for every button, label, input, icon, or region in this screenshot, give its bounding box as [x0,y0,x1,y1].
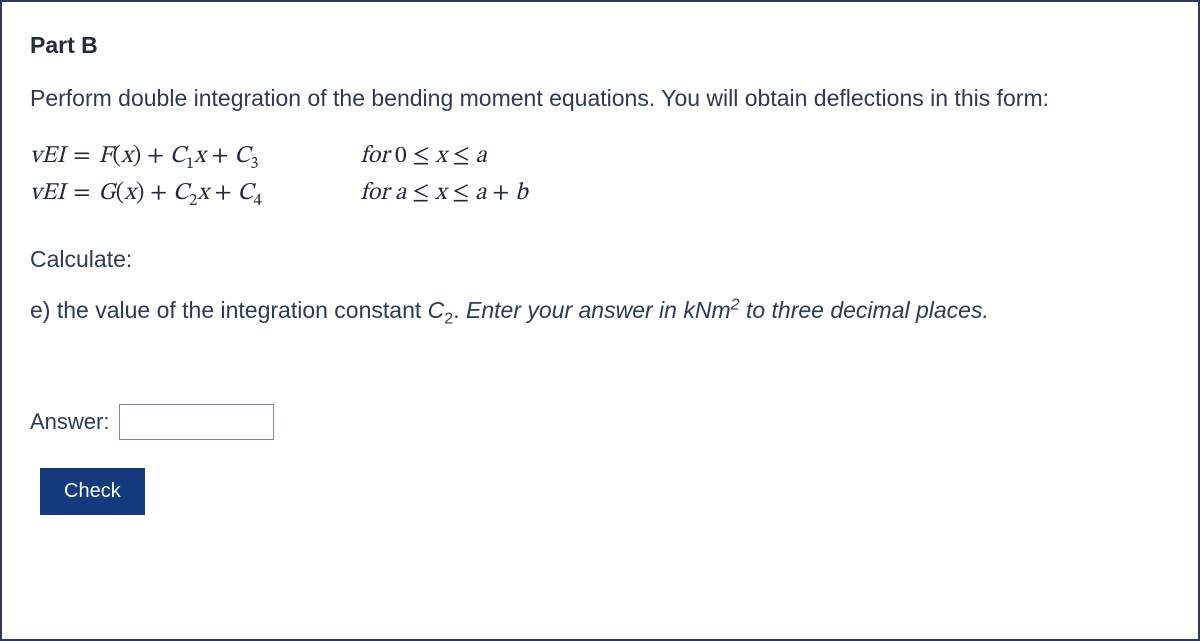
eq2-condition: for a ≤ x ≤ a + b [360,175,527,212]
question-hint-sup: 2 [731,296,740,314]
question-var-sub: 2 [444,310,453,328]
eq2-C4: C [237,181,253,205]
eq2-xcond: x [435,181,447,205]
equation-block: vEI = F(x) + C1x + C3 for 0 ≤ x ≤ a vEI … [30,138,1170,212]
part-title: Part B [30,32,1170,59]
eq1-C3-sub: 3 [250,155,258,172]
eq1-zero: 0 [395,144,407,168]
eq2-v: v [30,181,42,205]
question-prefix: e) the value of the integration constant [30,297,428,323]
instruction-text: Perform double integration of the bendin… [30,83,1170,114]
eq1-C1-sub: 1 [186,155,194,172]
eq2-b: b [515,181,528,205]
equation-row-2: vEI = G(x) + C2x + C4 for a ≤ x ≤ a + b [30,175,1170,212]
answer-input[interactable] [119,404,274,440]
eq1-for: for [360,144,389,168]
eq2-C2: C [173,181,189,205]
calculate-label: Calculate: [30,246,1170,273]
eq1-condition: for 0 ≤ x ≤ a [360,138,487,175]
answer-label: Answer: [30,409,109,435]
eq1-C1: C [170,144,186,168]
eq1-lhs: vEI [30,138,65,175]
eq1-xcond: x [435,144,447,168]
eq2-for: for [360,181,389,205]
eq2-x1: x [124,181,136,205]
eq1-rhs: F(x) + C1x + C3 [98,138,360,175]
eq1-x2: x [194,144,206,168]
eq2-a1: a [395,181,407,205]
eq2-C4-sub: 4 [253,192,261,209]
eq1-x1: x [121,144,133,168]
eq2-a2: a [475,181,487,205]
eq1-a: a [475,144,487,168]
eq1-equals: = [65,138,98,175]
eq2-EI: EI [42,181,66,205]
eq1-v: v [30,144,42,168]
eq2-equals: = [65,175,98,212]
equation-row-1: vEI = F(x) + C1x + C3 for 0 ≤ x ≤ a [30,138,1170,175]
question-panel: Part B Perform double integration of the… [0,0,1200,641]
eq1-F: F [98,144,112,168]
question-var: C [428,297,445,323]
answer-row: Answer: [30,404,1170,440]
eq2-G: G [98,181,115,205]
question-middle: . [453,297,466,323]
question-text: e) the value of the integration constant… [30,295,1170,326]
eq2-x2: x [197,181,209,205]
question-hint2: to three decimal places. [740,297,989,323]
eq1-EI: EI [42,144,66,168]
eq2-rhs: G(x) + C2x + C4 [98,175,360,212]
eq1-C3: C [234,144,250,168]
check-button[interactable]: Check [40,468,145,515]
eq2-lhs: vEI [30,175,65,212]
question-hint1: Enter your answer in kNm [466,297,731,323]
